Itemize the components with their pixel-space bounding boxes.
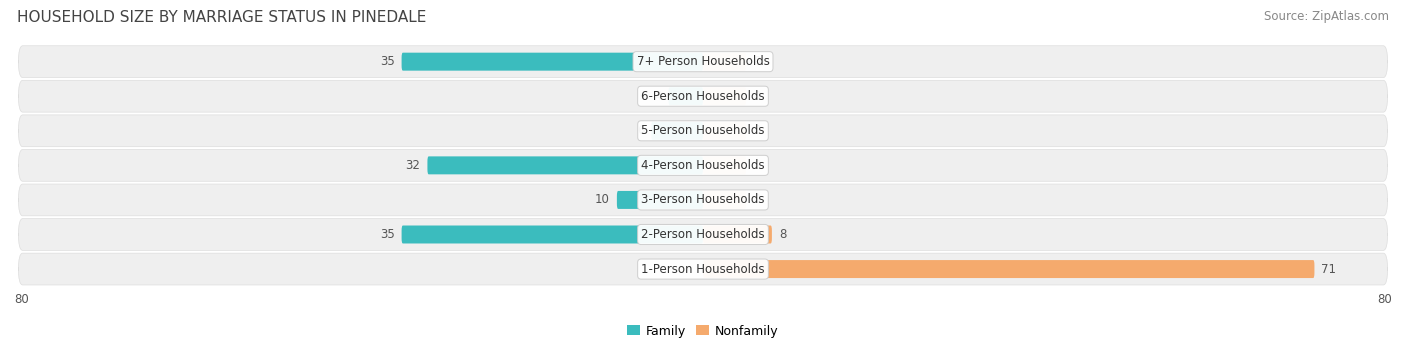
- Text: 0: 0: [754, 124, 761, 137]
- Text: 71: 71: [1322, 263, 1336, 276]
- Text: 4-Person Households: 4-Person Households: [641, 159, 765, 172]
- FancyBboxPatch shape: [703, 157, 747, 174]
- Text: 80: 80: [14, 293, 28, 306]
- FancyBboxPatch shape: [703, 53, 747, 71]
- Text: 5-Person Households: 5-Person Households: [641, 124, 765, 137]
- Text: 80: 80: [1378, 293, 1392, 306]
- Text: 6: 6: [637, 124, 644, 137]
- Text: 32: 32: [406, 159, 420, 172]
- FancyBboxPatch shape: [18, 149, 1388, 181]
- Text: 0: 0: [754, 55, 761, 68]
- Text: 10: 10: [595, 193, 610, 206]
- Text: 3-Person Households: 3-Person Households: [641, 193, 765, 206]
- Text: 0: 0: [754, 159, 761, 172]
- FancyBboxPatch shape: [18, 219, 1388, 250]
- FancyBboxPatch shape: [18, 184, 1388, 216]
- Text: HOUSEHOLD SIZE BY MARRIAGE STATUS IN PINEDALE: HOUSEHOLD SIZE BY MARRIAGE STATUS IN PIN…: [17, 10, 426, 25]
- Text: 0: 0: [754, 90, 761, 103]
- FancyBboxPatch shape: [617, 191, 703, 209]
- FancyBboxPatch shape: [703, 87, 747, 105]
- FancyBboxPatch shape: [427, 157, 703, 174]
- FancyBboxPatch shape: [651, 122, 703, 140]
- Text: Source: ZipAtlas.com: Source: ZipAtlas.com: [1264, 10, 1389, 23]
- FancyBboxPatch shape: [703, 260, 1315, 278]
- FancyBboxPatch shape: [703, 122, 747, 140]
- Text: 2-Person Households: 2-Person Households: [641, 228, 765, 241]
- FancyBboxPatch shape: [18, 115, 1388, 147]
- FancyBboxPatch shape: [703, 225, 772, 243]
- FancyBboxPatch shape: [18, 46, 1388, 77]
- FancyBboxPatch shape: [402, 53, 703, 71]
- Text: 8: 8: [779, 228, 786, 241]
- FancyBboxPatch shape: [18, 80, 1388, 112]
- FancyBboxPatch shape: [703, 191, 747, 209]
- Text: 35: 35: [380, 228, 395, 241]
- Text: 0: 0: [754, 193, 761, 206]
- Text: 7+ Person Households: 7+ Person Households: [637, 55, 769, 68]
- FancyBboxPatch shape: [669, 87, 703, 105]
- Text: 35: 35: [380, 55, 395, 68]
- Text: 1-Person Households: 1-Person Households: [641, 263, 765, 276]
- FancyBboxPatch shape: [402, 225, 703, 243]
- Text: 6-Person Households: 6-Person Households: [641, 90, 765, 103]
- FancyBboxPatch shape: [18, 253, 1388, 285]
- Text: 4: 4: [654, 90, 662, 103]
- Legend: Family, Nonfamily: Family, Nonfamily: [623, 320, 783, 341]
